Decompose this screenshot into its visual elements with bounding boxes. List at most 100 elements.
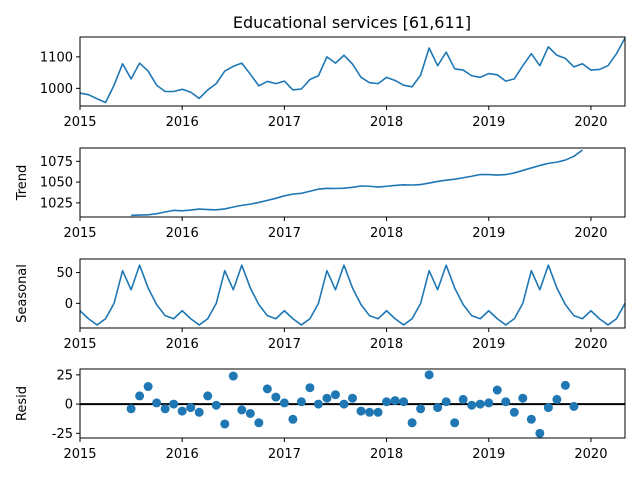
x-tick-label: 2016	[166, 226, 199, 241]
x-tick-label: 2019	[472, 447, 505, 462]
x-tick-label: 2015	[63, 337, 96, 352]
x-tick-label: 2015	[63, 226, 96, 241]
resid-point	[305, 383, 315, 393]
resid-point	[211, 400, 221, 410]
resid-point	[203, 391, 213, 401]
resid-point	[356, 406, 366, 416]
resid-point	[543, 403, 553, 413]
resid-point	[220, 419, 230, 429]
y-tick-label: 25	[56, 368, 73, 383]
resid-point	[509, 407, 519, 417]
x-tick-label: 2017	[268, 447, 301, 462]
y-tick-label: 0	[65, 297, 73, 312]
resid-point	[373, 407, 383, 417]
axes-frame	[79, 36, 626, 107]
resid-point	[492, 385, 502, 395]
resid-point	[322, 393, 332, 403]
panel-1: 1000 1100 2015 2016 2017 2018 2019 2020	[40, 36, 626, 130]
x-tick-label: 2018	[370, 337, 403, 352]
resid-point	[169, 399, 179, 409]
resid-point	[313, 399, 323, 409]
resid-point	[160, 404, 170, 414]
axes-frame	[79, 368, 626, 439]
resid-point	[433, 403, 443, 413]
resid-point	[467, 400, 477, 410]
panel-2: 1025 1050 1075 2015 2016 2017 2018 2019 2020 Tren…	[15, 147, 626, 241]
resid-point	[186, 403, 196, 413]
resid-point	[254, 418, 264, 428]
resid-point	[126, 404, 136, 414]
y-tick-label: 1100	[40, 50, 73, 65]
resid-point	[237, 405, 247, 415]
y-axis-label: Resid	[15, 386, 30, 421]
resid-point	[518, 393, 528, 403]
axes-frame	[79, 147, 626, 218]
y-tick-label: 50	[56, 266, 73, 281]
resid-point	[177, 406, 187, 416]
resid-point	[262, 384, 272, 394]
axes-frame	[79, 258, 626, 329]
x-tick-label: 2019	[472, 337, 505, 352]
resid-point	[399, 397, 409, 407]
x-tick-label: 2019	[472, 226, 505, 241]
resid-point	[475, 399, 485, 409]
x-tick-label: 2017	[268, 226, 301, 241]
x-tick-label: 2020	[574, 447, 607, 462]
y-tick-label: 0	[65, 398, 73, 413]
resid-point	[441, 397, 451, 407]
resid-point	[152, 398, 162, 408]
resid-point	[450, 418, 460, 428]
resid-point	[288, 414, 298, 424]
resid-point	[228, 371, 238, 381]
y-axis-label: Trend	[15, 165, 30, 202]
series-line	[79, 264, 626, 326]
resid-point	[560, 380, 570, 390]
y-tick-label: -25	[52, 427, 73, 442]
x-tick-label: 2020	[574, 226, 607, 241]
resid-point	[484, 398, 494, 408]
resid-point	[296, 397, 306, 407]
x-tick-label: 2015	[63, 115, 96, 130]
panels-group: 1000 1100 2015 2016 2017 2018 2019 2020 1025 1050…	[15, 36, 626, 462]
x-tick-label: 2018	[370, 226, 403, 241]
x-tick-label: 2019	[472, 115, 505, 130]
resid-point	[407, 418, 417, 428]
resid-point	[194, 407, 204, 417]
panel-3: 0 50 2015 2016 2017 2018 2019 2020 Seasonal	[15, 258, 626, 352]
resid-point	[416, 404, 426, 414]
resid-point	[245, 408, 255, 418]
resid-point	[365, 407, 375, 417]
resid-point	[143, 382, 153, 392]
x-tick-label: 2017	[268, 337, 301, 352]
y-tick-label: 1050	[40, 176, 73, 191]
x-tick-label: 2020	[574, 337, 607, 352]
resid-point	[569, 401, 579, 411]
y-axis-label: Seasonal	[15, 264, 30, 323]
resid-point	[348, 393, 357, 403]
x-tick-label: 2017	[268, 115, 301, 130]
x-tick-label: 2015	[63, 447, 96, 462]
x-tick-label: 2018	[370, 115, 403, 130]
resid-point	[526, 414, 536, 424]
resid-point	[271, 392, 281, 402]
resid-point	[390, 396, 400, 406]
resid-point	[135, 391, 145, 401]
y-tick-label: 1075	[40, 155, 73, 170]
x-tick-label: 2016	[166, 115, 199, 130]
series-line	[131, 149, 583, 217]
resid-point	[339, 399, 349, 409]
series-line	[79, 37, 626, 104]
chart-title: Educational services [61,611]	[233, 13, 471, 32]
x-tick-label: 2016	[166, 337, 199, 352]
resid-point	[382, 397, 392, 407]
resid-point	[424, 370, 434, 380]
y-tick-label: 1025	[40, 196, 73, 211]
resid-point	[501, 397, 511, 407]
resid-point	[330, 390, 340, 400]
x-tick-label: 2020	[574, 115, 607, 130]
x-tick-label: 2016	[166, 447, 199, 462]
resid-point	[552, 394, 562, 404]
resid-point	[279, 398, 289, 408]
x-tick-label: 2018	[370, 447, 403, 462]
